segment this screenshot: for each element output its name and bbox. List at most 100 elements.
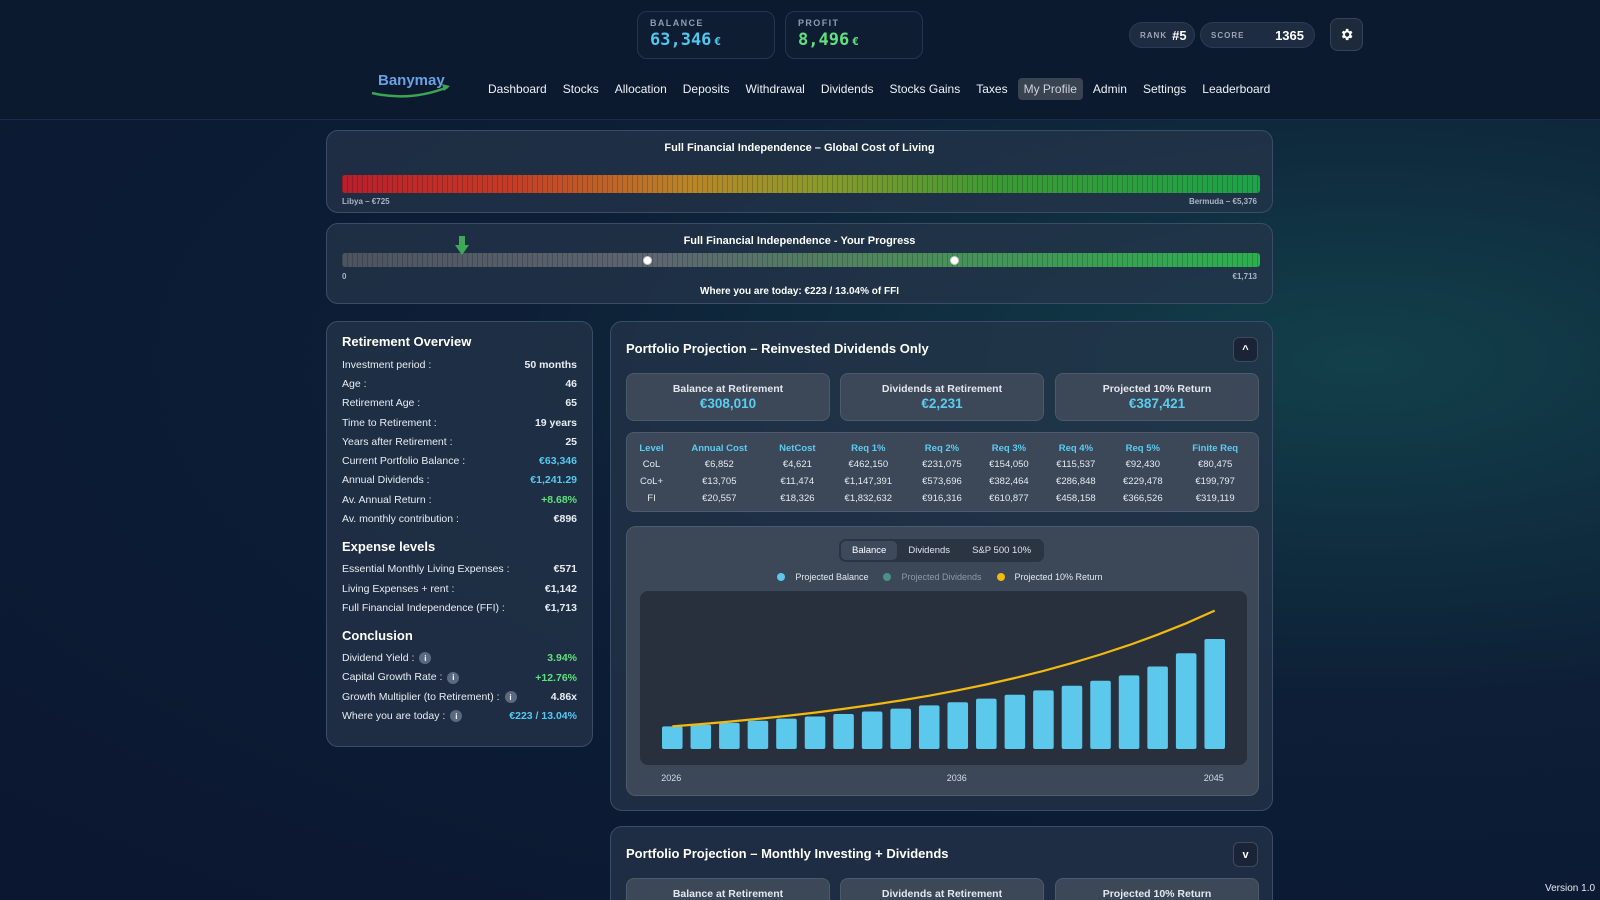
nav-dashboard[interactable]: Dashboard [488, 82, 547, 96]
row-label: Retirement Age : [342, 397, 421, 410]
info-row: Growth Multiplier (to Retirement) : i 4.86… [342, 687, 577, 706]
table-cell: FI [647, 493, 656, 504]
collapse-button[interactable]: ^ [1233, 337, 1258, 362]
info-row: Av. Annual Return : +8.68% [342, 490, 577, 509]
tab-s-p-500-10[interactable]: S&P 500 10% [972, 545, 1032, 556]
score-badge[interactable]: SCORE 1365 [1200, 22, 1315, 48]
nav-my-profile[interactable]: My Profile [1017, 78, 1083, 100]
info-icon[interactable]: i [450, 710, 463, 723]
info-row: Retirement Age : 65 [342, 394, 577, 413]
kpi-dividends-at-retirement: Dividends at Retirement €2,231 [840, 373, 1044, 421]
row-value: €1,241.29 [530, 474, 577, 487]
tab-dividends[interactable]: Dividends [908, 545, 951, 556]
info-icon[interactable]: i [504, 691, 517, 704]
legend-dot [883, 573, 892, 581]
settings-button[interactable] [1330, 18, 1363, 51]
profit-card: PROFIT 8,496 € [785, 11, 923, 59]
banymay-logo[interactable]: Banymay [370, 70, 454, 102]
info-row: Where you are today : i €223 / 13.04% [342, 706, 577, 725]
table-cell: €286,848 [1056, 476, 1096, 487]
ffi-progress-title: Full Financial Independence - Your Progr… [683, 235, 916, 247]
projection-reinvested-title: Portfolio Projection – Reinvested Divide… [626, 341, 929, 356]
balance-bar[interactable] [890, 708, 911, 749]
balance-card: BALANCE 63,346 € [637, 11, 775, 59]
row-label: Dividend Yield :i [342, 652, 432, 665]
table-cell: €1,832,632 [844, 493, 893, 504]
balance-bar[interactable] [947, 702, 969, 749]
legend-dot [777, 573, 786, 581]
row-label: Investment period : [342, 358, 432, 371]
x-tick-label: 2045 [1203, 773, 1224, 783]
legend-item[interactable]: Projected 10% Return [996, 572, 1108, 582]
balance-bar[interactable] [976, 698, 997, 749]
table-header: Req 2% [924, 442, 960, 454]
row-label: Time to Retirement : [342, 416, 437, 429]
row-value: €1,142 [544, 582, 577, 595]
top-header: BALANCE 63,346 € PROFIT 8,496 € RANK #5 SC… [0, 0, 1600, 120]
ffi-max-label: €1,713 [1232, 272, 1257, 281]
cost-of-living-title: Full Financial Independence – Global Cos… [664, 142, 935, 154]
row-label: Av. monthly contribution : [342, 513, 459, 526]
nav-admin[interactable]: Admin [1092, 82, 1127, 96]
balance-bar[interactable] [861, 711, 883, 750]
legend-item[interactable]: Projected Balance [777, 572, 873, 582]
expand-button[interactable]: v [1233, 842, 1258, 867]
nav-allocation[interactable]: Allocation [614, 82, 667, 96]
balance-bar[interactable] [1090, 680, 1111, 749]
info-icon[interactable]: i [447, 671, 460, 684]
balance-bar[interactable] [747, 720, 769, 749]
row-value: 50 months [524, 358, 577, 371]
balance-bar[interactable] [776, 718, 797, 749]
row-label: Years after Retirement : [342, 435, 453, 448]
ffi-progress-bar [342, 253, 1260, 267]
balance-bar[interactable] [1175, 653, 1197, 749]
info-row: Annual Dividends : €1,241.29 [342, 471, 577, 490]
table-cell: €229,478 [1123, 476, 1163, 487]
balance-bar[interactable] [690, 724, 712, 749]
info-icon[interactable]: i [419, 652, 432, 665]
kpi-balance-at-retirement: Balance at Retirement €308,010 [626, 373, 830, 421]
projection-reinvested-panel: Portfolio Projection – Reinvested Divide… [610, 321, 1273, 811]
nav-stocks[interactable]: Stocks [562, 82, 599, 96]
row-label: Essential Monthly Living Expenses : [342, 563, 510, 576]
row-label: Growth Multiplier (to Retirement) :i [342, 691, 517, 704]
cost-of-living-panel: Full Financial Independence – Global Cos… [326, 130, 1273, 213]
nav-deposits[interactable]: Deposits [682, 82, 730, 96]
table-cell: €231,075 [922, 459, 962, 470]
balance-bar[interactable] [1033, 690, 1054, 749]
balance-bar[interactable] [1061, 685, 1083, 749]
nav-settings[interactable]: Settings [1142, 82, 1187, 96]
row-label: Age : [342, 377, 367, 390]
nav-leaderboard[interactable]: Leaderboard [1202, 82, 1271, 96]
nav-stocks-gains[interactable]: Stocks Gains [889, 82, 961, 96]
table-cell: €610,877 [989, 493, 1029, 504]
balance-bar[interactable] [1004, 694, 1026, 749]
legend-item[interactable]: Projected Dividends [883, 572, 986, 582]
balance-bar[interactable] [804, 716, 826, 750]
row-value: 65 [565, 397, 577, 410]
balance-bar[interactable] [918, 705, 940, 749]
balance-bar[interactable] [719, 722, 740, 749]
tab-balance[interactable]: Balance [841, 541, 898, 560]
rank-badge[interactable]: RANK #5 [1129, 22, 1195, 48]
table-header: Annual Cost [691, 442, 748, 454]
balance-bar[interactable] [833, 714, 854, 749]
table-cell: €199,797 [1195, 476, 1235, 487]
table-cell: €366,526 [1123, 493, 1163, 504]
info-row: Dividend Yield : i 3.94% [342, 649, 577, 668]
balance-bar[interactable] [1147, 666, 1168, 750]
return-line [672, 609, 1216, 728]
balance-bar[interactable] [1204, 638, 1226, 749]
nav-dividends[interactable]: Dividends [820, 82, 874, 96]
balance-bar[interactable] [1118, 675, 1140, 749]
table-cell: €573,696 [922, 476, 962, 487]
progress-arrow-icon [454, 236, 469, 255]
balance-bar[interactable] [661, 726, 683, 749]
info-row: Living Expenses + rent : €1,142 [342, 579, 577, 598]
ffi-progress-panel: Full Financial Independence - Your Progr… [326, 223, 1273, 304]
nav-withdrawal[interactable]: Withdrawal [745, 82, 805, 96]
table-header: Req 4% [1058, 442, 1094, 454]
nav-taxes[interactable]: Taxes [976, 82, 1008, 96]
row-label: Full Financial Independence (FFI) : [342, 601, 505, 614]
table-cell: €4,621 [782, 459, 812, 470]
